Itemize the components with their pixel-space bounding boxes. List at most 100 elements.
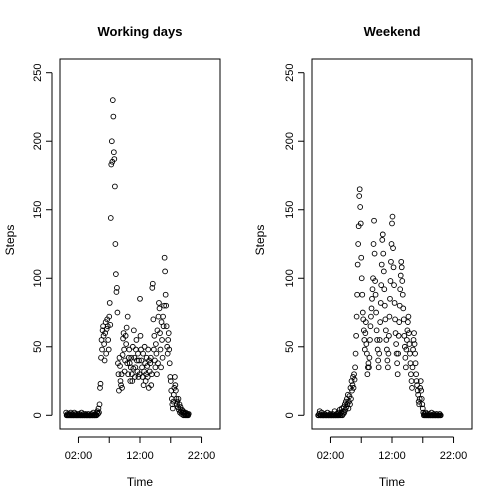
- data-point: [125, 354, 132, 361]
- data-point: [113, 289, 120, 295]
- data-point: [97, 385, 103, 391]
- data-point: [160, 323, 167, 330]
- data-point: [357, 204, 364, 210]
- data-point: [108, 161, 115, 168]
- data-point: [392, 316, 398, 323]
- data-point: [411, 330, 417, 336]
- data-point: [127, 378, 134, 384]
- data-point: [133, 337, 140, 343]
- data-point: [397, 286, 404, 293]
- data-point: [141, 343, 148, 350]
- x-tick-label: 02:00: [317, 450, 345, 462]
- data-point: [346, 393, 353, 399]
- data-point: [352, 350, 359, 357]
- data-point: [364, 371, 371, 378]
- data-point: [399, 291, 406, 298]
- data-point: [385, 350, 392, 357]
- data-point: [401, 343, 408, 350]
- data-point: [147, 360, 154, 367]
- data-point: [156, 300, 162, 306]
- data-point: [386, 332, 392, 339]
- data-point: [103, 350, 110, 357]
- data-point: [404, 337, 410, 343]
- data-point: [171, 385, 178, 391]
- data-point: [131, 327, 137, 334]
- data-point: [409, 385, 415, 391]
- data-point: [146, 357, 153, 364]
- chart-title: Weekend: [364, 24, 421, 39]
- data-point: [398, 258, 405, 265]
- y-tick-label: 100: [284, 269, 296, 287]
- data-point: [362, 330, 369, 336]
- data-point: [360, 327, 367, 334]
- data-point: [394, 371, 401, 378]
- plot-frame: [311, 58, 473, 430]
- y-axis-label: Steps: [253, 225, 267, 256]
- data-point: [406, 341, 413, 347]
- data-point: [377, 319, 384, 325]
- data-point: [378, 261, 385, 268]
- data-point: [419, 405, 426, 412]
- data-point: [373, 309, 379, 316]
- data-point: [356, 193, 363, 199]
- data-point: [162, 268, 168, 275]
- y-axis-label: Steps: [3, 225, 17, 256]
- data-point: [363, 319, 369, 325]
- y-axis: 0 50 100 150 200 250: [284, 64, 305, 418]
- data-point: [174, 401, 180, 408]
- data-point: [103, 326, 110, 332]
- data-point: [389, 213, 396, 220]
- data-point: [417, 378, 424, 384]
- x-axis: 02:00 12:00 22:00: [317, 436, 468, 462]
- data-point: [148, 382, 155, 389]
- data-point: [387, 278, 394, 284]
- data-point: [105, 346, 112, 353]
- data-point: [377, 300, 384, 306]
- data-point: [358, 254, 365, 261]
- data-point: [368, 313, 374, 320]
- data-point: [412, 360, 419, 367]
- data-point: [381, 302, 388, 309]
- data-point: [140, 350, 146, 357]
- data-point: [145, 346, 152, 353]
- x-tick-label: 22:00: [188, 450, 216, 462]
- data-point: [366, 364, 372, 371]
- data-point: [351, 371, 357, 378]
- data-point: [137, 332, 144, 339]
- data-point: [123, 341, 130, 347]
- y-tick-label: 50: [32, 341, 44, 353]
- data-point: [367, 337, 373, 343]
- x-tick-label: 22:00: [440, 450, 468, 462]
- data-point: [372, 278, 378, 284]
- data-point: [380, 268, 387, 275]
- data-point: [408, 371, 414, 378]
- data-point: [381, 286, 388, 293]
- data-point: [107, 322, 114, 328]
- data-point: [119, 352, 126, 358]
- data-point: [389, 220, 395, 227]
- data-point: [391, 282, 397, 288]
- data-point: [387, 295, 393, 302]
- data-point: [355, 241, 362, 247]
- data-point: [368, 305, 375, 312]
- data-point: [165, 330, 172, 336]
- data-point: [117, 378, 124, 384]
- data-point: [115, 371, 122, 378]
- data-point: [124, 313, 131, 320]
- data-point: [373, 327, 380, 334]
- data-point: [137, 295, 143, 302]
- data-point: [175, 404, 181, 410]
- data-point: [390, 264, 397, 271]
- data-point: [405, 313, 412, 320]
- panel-weekend: Weekend Time Steps 0 50 100 150 200 250 02:00…: [253, 24, 473, 489]
- x-axis-label: Time: [379, 475, 406, 489]
- data-point: [369, 295, 375, 302]
- data-point: [157, 330, 163, 336]
- data-point: [400, 316, 407, 323]
- data-point: [379, 231, 386, 238]
- data-point: [166, 360, 173, 367]
- data-point: [379, 237, 386, 243]
- y-tick-label: 0: [32, 412, 44, 418]
- data-point: [353, 313, 360, 320]
